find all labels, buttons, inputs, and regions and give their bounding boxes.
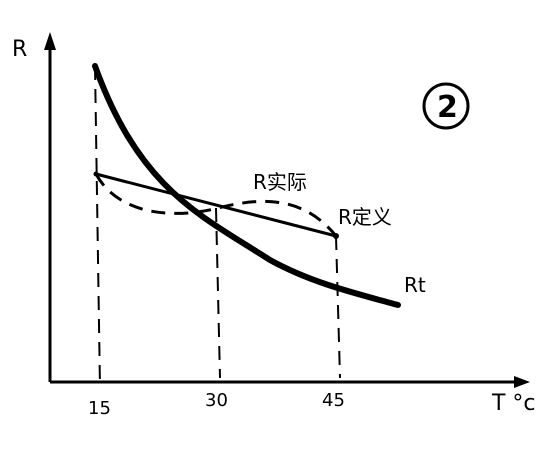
y-axis-arrow (44, 32, 56, 50)
y-axis-label: R (12, 37, 27, 62)
guide-45 (335, 235, 341, 379)
label-r-actual: R实际 (253, 170, 307, 194)
r-actual-curve (94, 173, 338, 237)
label-r-defined: R定义 (338, 205, 392, 229)
x-axis-arrow (514, 376, 530, 388)
tick-45: 45 (322, 390, 345, 411)
r-defined-line (95, 172, 337, 238)
endpoint-15 (93, 171, 99, 177)
rt-curve (92, 63, 401, 308)
tick-30: 30 (205, 390, 228, 411)
x-axis-label: T °c (491, 391, 536, 416)
tick-15: 15 (88, 398, 111, 419)
label-rt: Rt (404, 273, 426, 297)
figure-number-badge: 2 (422, 82, 470, 130)
badge-number: 2 (437, 90, 458, 125)
guide-30 (215, 207, 221, 379)
guide-15 (94, 65, 101, 389)
endpoint-45 (333, 233, 339, 239)
